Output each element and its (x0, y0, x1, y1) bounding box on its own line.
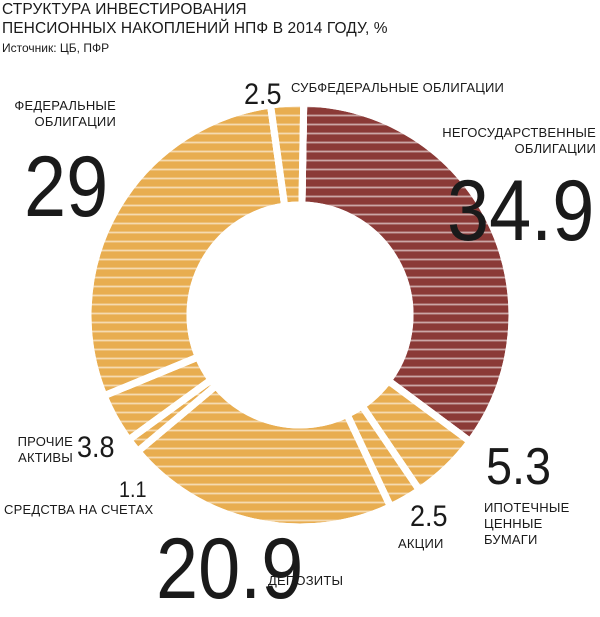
chart-title-line-1: СТРУКТУРА ИНВЕСТИРОВАНИЯ (2, 1, 247, 18)
value-federal-bonds: 29 (24, 139, 109, 235)
donut-chart (84, 99, 516, 531)
label-line: ОБЛИГАЦИИ (34, 114, 116, 129)
label-other-assets: ПРОЧИЕ АКТИВЫ (11, 434, 73, 466)
label-stocks: АКЦИИ (398, 536, 444, 551)
value-stocks: 2.5 (410, 500, 448, 533)
label-line: АКТИВЫ (18, 450, 73, 465)
chart-title-line-2: ПЕНСИОННЫХ НАКОПЛЕНИЙ НПФ В 2014 ГОДУ, % (2, 20, 388, 37)
label-line: ЦЕННЫЕ (484, 516, 543, 531)
value-mortgage-securities: 5.3 (486, 438, 552, 496)
label-line: ОБЛИГАЦИИ (514, 141, 596, 156)
donut-slice-stripes-subfederal-bonds (266, 99, 308, 211)
label-line: БУМАГИ (484, 532, 538, 547)
value-subfederal-bonds: 2.5 (244, 78, 282, 111)
value-non-state-bonds: 34.9 (447, 163, 595, 259)
label-mortgage-securities: ИПОТЕЧНЫЕ ЦЕННЫЕ БУМАГИ (484, 500, 569, 548)
label-federal-bonds: ФЕДЕРАЛЬНЫЕ ОБЛИГАЦИИ (6, 98, 116, 130)
donut-slice-stripes-deposits (132, 380, 396, 531)
value-account-funds: 1.1 (119, 477, 147, 502)
donut-slice-stripes-non-state-bonds (298, 99, 516, 447)
chart-source: Источник: ЦБ, ПФР (2, 41, 110, 55)
donut-slice-stripes-federal-bonds (84, 101, 289, 401)
value-deposits: 20.9 (156, 521, 304, 617)
label-line: НЕГОСУДАРСТВЕННЫЕ (442, 125, 596, 140)
label-account-funds: СРЕДСТВА НА СЧЕТАХ (4, 502, 154, 517)
label-subfederal-bonds: СУБФЕДЕРАЛЬНЫЕ ОБЛИГАЦИИ (291, 80, 505, 95)
value-other-assets: 3.8 (77, 431, 115, 464)
label-deposits: ДЕПОЗИТЫ (268, 573, 344, 588)
label-line: ИПОТЕЧНЫЕ (484, 500, 570, 515)
label-line: ФЕДЕРАЛЬНЫЕ (14, 98, 116, 113)
chart-title: СТРУКТУРА ИНВЕСТИРОВАНИЯ ПЕНСИОННЫХ НАКО… (2, 0, 388, 38)
label-non-state-bonds: НЕГОСУДАРСТВЕННЫЕ ОБЛИГАЦИИ (436, 125, 596, 157)
label-line: ПРОЧИЕ (17, 434, 73, 449)
